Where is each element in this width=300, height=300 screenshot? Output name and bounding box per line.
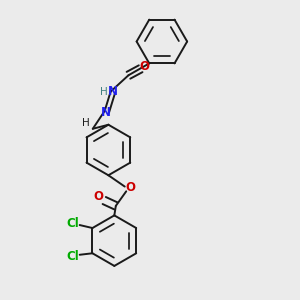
Text: H: H bbox=[82, 118, 90, 128]
Text: O: O bbox=[125, 181, 135, 194]
Text: N: N bbox=[101, 106, 111, 119]
Text: Cl: Cl bbox=[67, 217, 80, 230]
Text: Cl: Cl bbox=[67, 250, 80, 263]
Text: N: N bbox=[108, 85, 118, 98]
Text: O: O bbox=[140, 60, 150, 73]
Text: O: O bbox=[93, 190, 103, 202]
Text: H: H bbox=[100, 87, 108, 97]
